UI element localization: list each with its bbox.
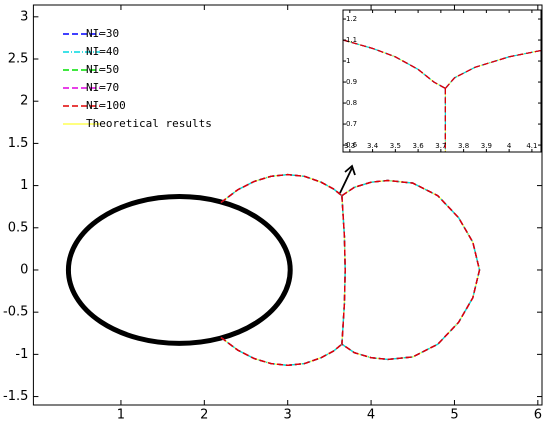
y-tick-label: 0.7	[346, 120, 357, 128]
x-tick-label: 1	[117, 408, 125, 423]
x-tick-label: 3.9	[481, 142, 492, 150]
arrow	[339, 164, 356, 194]
x-tick-label: 6	[534, 408, 542, 423]
axes-box	[342, 9, 542, 153]
x-tick-label: 5	[450, 408, 458, 423]
y-tick-label: 0.9	[346, 78, 357, 86]
ellipse	[65, 194, 293, 346]
arrow-line	[339, 164, 356, 194]
x-tick-label: 4	[507, 142, 512, 150]
x-tick-label: 3.8	[458, 142, 469, 150]
y-tick-label: 0.6	[346, 141, 358, 149]
y-tick-label: -1	[15, 347, 28, 362]
x-tick-label: 2	[200, 408, 208, 423]
legend-label: NI=30	[86, 27, 119, 40]
series-line	[343, 39, 541, 152]
x-tick-label: 3	[284, 408, 292, 423]
x-tick-label: 3.3	[344, 142, 355, 150]
legend-label: Theoretical results	[86, 117, 212, 130]
y-tick-label: 2	[20, 94, 28, 109]
x-tick-label: 3.4	[367, 142, 379, 150]
legend-label: NI=100	[86, 99, 126, 112]
x-tick-label: 3.7	[435, 142, 446, 150]
y-tick-label: 1.1	[346, 36, 357, 44]
y-tick-label: 0	[20, 262, 28, 277]
y-tick-label: 1	[20, 178, 28, 193]
y-tick-label: 3	[20, 9, 28, 24]
x-tick-label: 3.5	[390, 142, 401, 150]
inset-axes: 3.3 3.4 3.5 3.6 3.7 3.8 3.9 4 4.1 0.6 0.7 0.8 0.9 1 1.…	[342, 9, 542, 153]
y-tick-label: 0.8	[346, 99, 357, 107]
x-tick-label: 4	[367, 408, 375, 423]
y-tick-label: 0.5	[8, 220, 29, 235]
y-tick-label: 2.5	[8, 52, 29, 67]
x-tick-label: 3.6	[413, 142, 425, 150]
y-tick-label: 1.2	[346, 15, 357, 23]
y-tick-label: 1	[346, 57, 350, 65]
plot-content	[343, 39, 541, 152]
plot-content	[65, 173, 481, 367]
legend-label: NI=50	[86, 63, 119, 76]
plot-area	[343, 10, 541, 152]
y-tick-label: -0.5	[3, 305, 28, 320]
x-tick-label: 4.1	[526, 142, 537, 150]
y-tick-label: 1.5	[8, 136, 29, 151]
legend-label: NI=70	[86, 81, 119, 94]
axes-box	[32, 4, 543, 406]
legend-label: NI=40	[86, 45, 119, 58]
y-tick-label: -1.5	[3, 389, 28, 404]
series-line	[220, 173, 481, 367]
